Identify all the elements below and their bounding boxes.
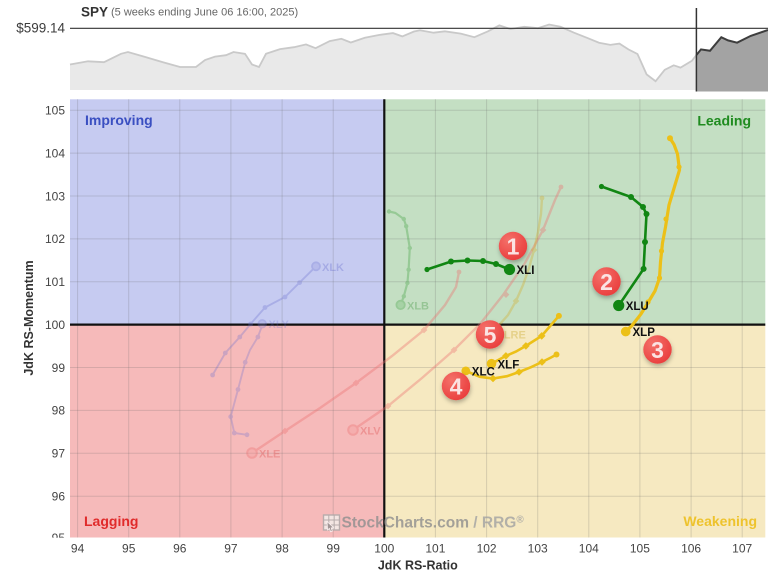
svg-text:103: 103 xyxy=(45,189,65,203)
svg-text:98: 98 xyxy=(275,542,289,556)
svg-text:XLK: XLK xyxy=(322,262,344,274)
svg-text:105: 105 xyxy=(45,104,65,118)
svg-text:StockCharts.com / RRG®: StockCharts.com / RRG® xyxy=(342,515,525,532)
svg-text:101: 101 xyxy=(425,542,445,556)
svg-text:100: 100 xyxy=(374,542,394,556)
svg-text:98: 98 xyxy=(52,404,66,418)
svg-text:103: 103 xyxy=(528,542,548,556)
svg-text:107: 107 xyxy=(732,542,752,556)
svg-text:99: 99 xyxy=(327,542,341,556)
svg-text:101: 101 xyxy=(45,275,65,289)
svg-text:105: 105 xyxy=(630,542,650,556)
svg-text:5: 5 xyxy=(484,322,497,348)
svg-text:XLU: XLU xyxy=(626,301,649,313)
svg-text:106: 106 xyxy=(681,542,701,556)
svg-text:(5 weeks ending June 06 16:00,: (5 weeks ending June 06 16:00, 2025) xyxy=(111,7,298,19)
svg-text:104: 104 xyxy=(579,542,599,556)
svg-text:1: 1 xyxy=(507,233,520,259)
svg-text:Weakening: Weakening xyxy=(683,513,757,529)
svg-text:94: 94 xyxy=(71,542,85,556)
svg-text:XLF: XLF xyxy=(498,360,520,372)
svg-text:100: 100 xyxy=(45,318,65,332)
svg-text:Leading: Leading xyxy=(697,113,751,129)
svg-text:97: 97 xyxy=(224,542,238,556)
svg-text:XLB: XLB xyxy=(407,300,429,312)
svg-text:102: 102 xyxy=(45,232,65,246)
svg-text:99: 99 xyxy=(52,361,66,375)
svg-text:95: 95 xyxy=(122,542,136,556)
svg-text:97: 97 xyxy=(52,447,66,461)
svg-text:XLI: XLI xyxy=(517,265,535,277)
svg-text:96: 96 xyxy=(52,490,66,504)
svg-text:XLV: XLV xyxy=(360,426,381,438)
svg-text:XLY: XLY xyxy=(269,319,290,331)
svg-text:XLE: XLE xyxy=(259,449,280,461)
svg-text:4: 4 xyxy=(450,373,463,399)
svg-text:95: 95 xyxy=(52,531,66,545)
svg-text:Lagging: Lagging xyxy=(84,513,138,529)
svg-text:SPY: SPY xyxy=(81,5,108,20)
svg-text:XLP: XLP xyxy=(633,327,656,339)
svg-text:JdK RS-Ratio: JdK RS-Ratio xyxy=(378,559,458,573)
svg-text:96: 96 xyxy=(173,542,187,556)
svg-text:104: 104 xyxy=(45,146,65,160)
svg-text:102: 102 xyxy=(477,542,497,556)
svg-text:XLC: XLC xyxy=(472,366,495,378)
svg-text:2: 2 xyxy=(600,269,613,295)
svg-text:3: 3 xyxy=(651,337,664,363)
svg-text:$599.14: $599.14 xyxy=(16,21,65,36)
svg-text:Improving: Improving xyxy=(85,112,153,128)
svg-text:JdK RS-Momentum: JdK RS-Momentum xyxy=(22,260,36,375)
